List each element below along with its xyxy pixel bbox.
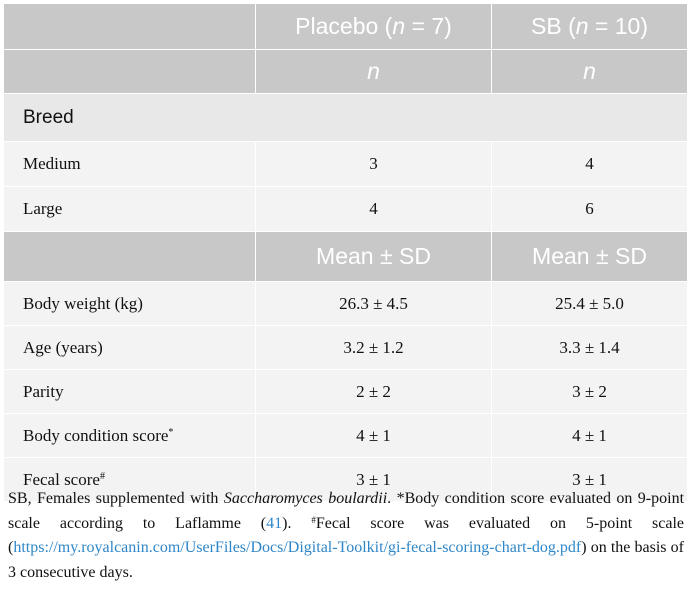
table-footnote: SB, Females supplemented with Saccharomy… (8, 490, 685, 581)
cell-placebo: 4 (255, 186, 492, 232)
cell-placebo: 3.2 ± 1.2 (255, 325, 492, 370)
table-row: Body weight (kg) 26.3 ± 4.5 25.4 ± 5.0 (3, 281, 688, 326)
row-label: Parity (3, 369, 256, 414)
cell-placebo: 3 ± 1 (255, 457, 492, 502)
table-row: Body condition score* 4 ± 1 4 ± 1 (3, 413, 688, 458)
header-sb: SB (n = 10) (491, 3, 688, 50)
row-label: Age (years) (3, 325, 256, 370)
row-label: Large (3, 186, 256, 232)
header-row: Placebo (n = 7) SB (n = 10) (3, 3, 688, 50)
cell-sb: 4 ± 1 (491, 413, 688, 458)
cell-placebo: 4 ± 1 (255, 413, 492, 458)
cell-sb: 25.4 ± 5.0 (491, 281, 688, 326)
header-sub-placebo: n (255, 49, 492, 94)
section-row-breed: Breed (3, 93, 688, 142)
header-sub-sb: n (491, 49, 688, 94)
header-subrow: n n (3, 49, 688, 94)
fecal-chart-link[interactable]: https://my.royalcanin.com/UserFiles/Docs… (13, 539, 582, 556)
header-blank-cell (3, 3, 256, 50)
cell-sb: 3 ± 1 (491, 457, 688, 502)
stats-header-placebo: Mean ± SD (255, 231, 492, 282)
table-row: Medium 3 4 (3, 141, 688, 187)
table-row: Large 4 6 (3, 186, 688, 232)
stats-header-row: Mean ± SD Mean ± SD (3, 231, 688, 282)
cell-placebo: 2 ± 2 (255, 369, 492, 414)
data-table: Placebo (n = 7) SB (n = 10) n n Breed Me… (3, 3, 688, 502)
row-label: Medium (3, 141, 256, 187)
header-sub-blank (3, 49, 256, 94)
section-label-breed: Breed (3, 93, 688, 142)
cell-sb: 4 (491, 141, 688, 187)
species-name: Saccharomyces boulardii (223, 490, 388, 507)
table-row: Age (years) 3.2 ± 1.2 3.3 ± 1.4 (3, 325, 688, 370)
reference-link[interactable]: 41 (266, 514, 283, 532)
table-row: Parity 2 ± 2 3 ± 2 (3, 369, 688, 414)
cell-sb: 6 (491, 186, 688, 232)
row-label: Fecal score# (3, 457, 256, 502)
cell-placebo: 3 (255, 141, 492, 187)
cell-sb: 3.3 ± 1.4 (491, 325, 688, 370)
stats-header-sb: Mean ± SD (491, 231, 688, 282)
row-label: Body condition score* (3, 413, 256, 458)
stats-header-blank (3, 231, 256, 282)
cell-placebo: 26.3 ± 4.5 (255, 281, 492, 326)
table-row: Fecal score# 3 ± 1 3 ± 1 (3, 457, 688, 502)
header-placebo: Placebo (n = 7) (255, 3, 492, 50)
row-label: Body weight (kg) (3, 281, 256, 326)
cell-sb: 3 ± 2 (491, 369, 688, 414)
